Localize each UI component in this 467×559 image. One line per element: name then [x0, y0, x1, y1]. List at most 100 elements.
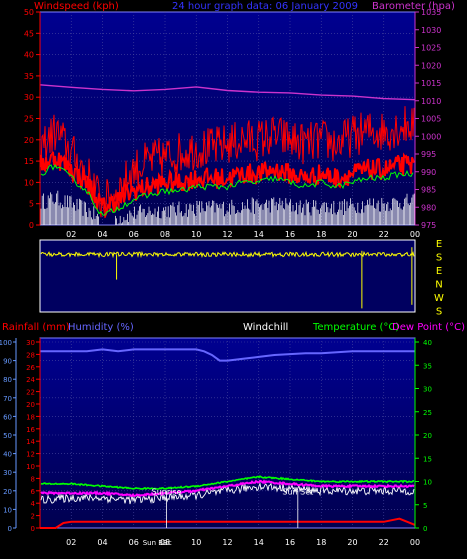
- wind-x-tick-label: 08: [160, 230, 170, 239]
- compass-label: E: [436, 239, 442, 250]
- temp-x-tick-label: 06: [129, 538, 139, 547]
- wind-x-tick-label: 20: [347, 230, 357, 239]
- wind-x-tick-label: 12: [222, 230, 232, 239]
- temp-x-tick-label: 00: [410, 538, 420, 547]
- windspeed-axis-label: Windspeed (kph): [34, 1, 119, 12]
- wind-x-tick-label: 02: [66, 230, 76, 239]
- wind-x-tick-label: 10: [191, 230, 201, 239]
- rainfall-legend: Rainfall (mm): [2, 322, 70, 333]
- compass-label: S: [436, 253, 442, 264]
- wind-x-tick-label: 14: [254, 230, 264, 239]
- humidity-tick-label: 0: [8, 525, 12, 533]
- wind-left-tick-label: 5: [29, 200, 34, 209]
- humidity-line: [40, 348, 415, 362]
- humidity-tick-label: 100: [0, 339, 12, 347]
- wind-left-tick-label: 45: [24, 29, 34, 38]
- temp-series: Sunrise Sun Set: [40, 348, 416, 529]
- compass-label: N: [435, 280, 442, 291]
- temp-tick-label: 5: [423, 502, 427, 510]
- rainfall-tick-label: 4: [31, 500, 36, 508]
- windchill-legend: Windchill: [243, 322, 288, 333]
- humidity-tick-label: 90: [3, 358, 12, 366]
- wind-left-tick-label: 35: [24, 72, 34, 81]
- winddir-line: [40, 250, 415, 259]
- wind-series: [39, 84, 416, 219]
- rainfall-tick-label: 20: [26, 401, 35, 409]
- rainfall-tick-label: 24: [26, 376, 35, 384]
- temp-x-tick-label: 22: [379, 538, 389, 547]
- temp-x-tick-label: 02: [66, 538, 76, 547]
- humidity-legend: Humidity (%): [68, 322, 134, 333]
- rainfall-tick-label: 18: [26, 413, 35, 421]
- wind-left-tick-label: 20: [24, 136, 34, 145]
- wind-left-tick-label: 30: [24, 93, 34, 102]
- wind-average-line: [40, 151, 415, 218]
- temp-axes: 0102030405060708090100024681012141618202…: [0, 338, 432, 547]
- rainfall-tick-label: 28: [26, 351, 35, 359]
- temp-x-tick-label: 08: [160, 538, 170, 547]
- rainfall-tick-label: 10: [26, 463, 35, 471]
- humidity-tick-label: 70: [3, 395, 12, 403]
- compass-label: W: [434, 293, 444, 304]
- temp-x-tick-label: 10: [191, 538, 201, 547]
- rainfall-tick-label: 6: [31, 488, 36, 496]
- rainfall-tick-label: 22: [26, 389, 35, 397]
- barometer-tick-label: 1025: [421, 44, 441, 53]
- winddir-plot-area: [39, 239, 416, 313]
- rainfall-tick-label: 26: [26, 364, 35, 372]
- dewpoint-line: [40, 479, 415, 498]
- humidity-tick-label: 40: [3, 451, 12, 459]
- temp-tick-label: 15: [423, 455, 432, 463]
- barometer-line: [39, 84, 416, 101]
- barometer-tick-label: 1035: [421, 8, 441, 17]
- humidity-tick-label: 60: [3, 413, 12, 421]
- barometer-tick-label: 975: [421, 221, 436, 230]
- wind-left-tick-label: 50: [24, 8, 34, 17]
- rainfall-tick-label: 8: [31, 475, 35, 483]
- barometer-tick-label: 990: [421, 168, 436, 177]
- compass-label: E: [436, 266, 442, 277]
- humidity-tick-label: 10: [3, 506, 12, 514]
- temperature-line: [40, 475, 414, 491]
- windchill-line: [40, 481, 415, 505]
- barometer-axis-label: Barometer (hpa): [372, 1, 455, 12]
- temp-x-tick-label: 14: [254, 538, 264, 547]
- humidity-tick-label: 80: [3, 376, 12, 384]
- rainfall-tick-label: 16: [26, 426, 35, 434]
- wind-x-tick-label: 06: [129, 230, 139, 239]
- temperature-legend: Temperature (°C): [312, 322, 399, 333]
- barometer-tick-label: 995: [421, 150, 436, 159]
- wind-x-tick-label: 16: [285, 230, 295, 239]
- barometer-tick-label: 1020: [421, 61, 441, 70]
- rainfall-tick-label: 0: [31, 525, 35, 533]
- barometer-tick-label: 1010: [421, 97, 441, 106]
- temp-x-tick-label: 20: [347, 538, 357, 547]
- wind-left-tick-label: 0: [29, 221, 34, 230]
- sunrise-label: Sunrise: [152, 488, 182, 497]
- rainfall-tick-label: 12: [26, 451, 35, 459]
- humidity-tick-label: 50: [3, 432, 12, 440]
- wind-x-tick-label: 00: [410, 230, 420, 239]
- temp-tick-label: 10: [423, 479, 432, 487]
- temp-x-tick-label: 04: [97, 538, 107, 547]
- wind-gust-line: [40, 106, 415, 219]
- chart-title: 24 hour graph data: 06 January 2009: [172, 1, 358, 12]
- sunset-label: Sun Set: [282, 488, 313, 497]
- barometer-tick-label: 1030: [421, 26, 441, 35]
- wind-left-tick-label: 15: [24, 157, 34, 166]
- temp-tick-label: 40: [423, 339, 432, 347]
- dewpoint-legend: Dew Point (°C): [392, 322, 465, 333]
- barometer-tick-label: 1005: [421, 115, 441, 124]
- sunbb-label: Sun BBc: [143, 539, 172, 547]
- rainfall-tick-label: 2: [31, 513, 35, 521]
- rainfall-tick-label: 14: [26, 438, 35, 446]
- wind-left-tick-label: 10: [24, 178, 34, 187]
- wind-left-tick-label: 40: [24, 51, 34, 60]
- temp-tick-label: 30: [423, 386, 432, 394]
- temp-tick-label: 25: [423, 409, 432, 417]
- temp-x-tick-label: 18: [316, 538, 326, 547]
- temp-x-tick-label: 16: [285, 538, 295, 547]
